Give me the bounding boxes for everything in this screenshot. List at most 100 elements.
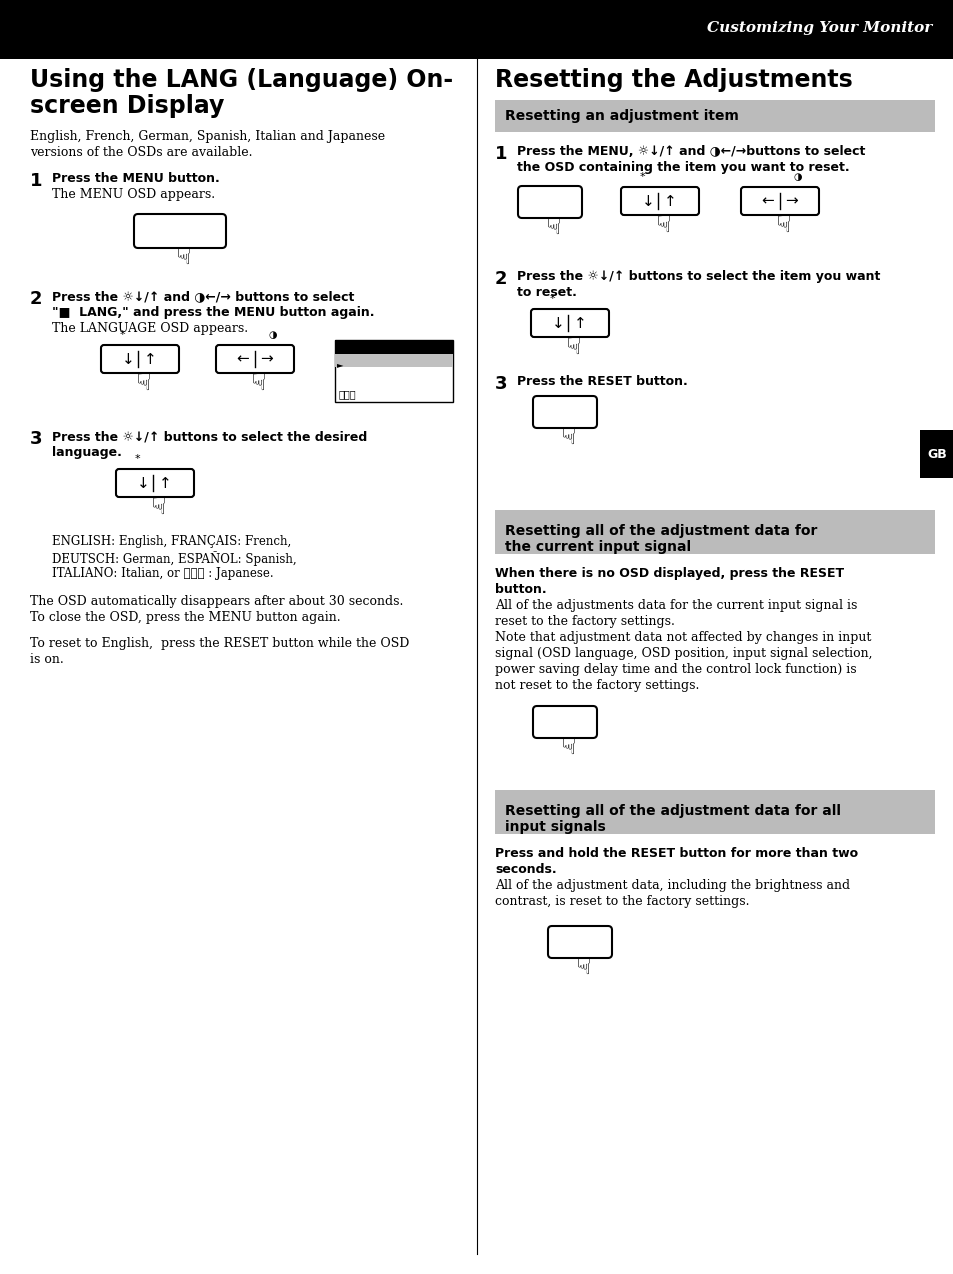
Text: Press the ☼↓/↑ buttons to select the item you want: Press the ☼↓/↑ buttons to select the ite…	[517, 270, 880, 283]
Text: ◑: ◑	[793, 172, 801, 182]
Text: Press the MENU button.: Press the MENU button.	[52, 172, 219, 185]
Text: ←: ←	[760, 194, 774, 209]
Text: Press the ☼↓/↑ buttons to select the desired: Press the ☼↓/↑ buttons to select the des…	[52, 431, 367, 443]
Text: →: →	[260, 352, 274, 367]
Bar	[0, 55, 953, 59]
Text: ►: ►	[336, 361, 343, 369]
Text: screen Display: screen Display	[30, 94, 224, 118]
Text: not reset to the factory settings.: not reset to the factory settings.	[495, 679, 699, 692]
Text: the OSD containing the item you want to reset.: the OSD containing the item you want to …	[517, 161, 849, 175]
FancyBboxPatch shape	[547, 926, 612, 958]
Text: 2: 2	[30, 290, 43, 308]
FancyBboxPatch shape	[133, 214, 226, 248]
Text: "■  LANG," and press the MENU button again.: "■ LANG," and press the MENU button agai…	[52, 306, 375, 318]
Text: 1: 1	[495, 145, 507, 163]
Bar	[495, 99, 934, 132]
Text: to reset.: to reset.	[517, 285, 577, 299]
Text: ITALIANO: Italian, or 日本語 : Japanese.: ITALIANO: Italian, or 日本語 : Japanese.	[52, 567, 274, 580]
Text: The LANGUAGE OSD appears.: The LANGUAGE OSD appears.	[52, 322, 248, 335]
Bar	[495, 510, 934, 554]
Text: seconds.: seconds.	[495, 862, 556, 877]
FancyBboxPatch shape	[533, 706, 597, 738]
Bar	[335, 354, 453, 367]
Text: DEUTSCH: German, ESPAÑOL: Spanish,: DEUTSCH: German, ESPAÑOL: Spanish,	[52, 550, 296, 566]
Text: versions of the OSDs are available.: versions of the OSDs are available.	[30, 147, 253, 159]
Text: ☞: ☞	[647, 214, 671, 236]
Text: To close the OSD, press the MENU button again.: To close the OSD, press the MENU button …	[30, 612, 340, 624]
Bar	[0, 0, 953, 55]
Text: 1: 1	[30, 172, 43, 190]
Text: power saving delay time and the control lock function) is: power saving delay time and the control …	[495, 662, 856, 676]
Text: →: →	[785, 194, 798, 209]
Text: ☞: ☞	[553, 426, 577, 447]
Text: the current input signal: the current input signal	[504, 540, 690, 554]
Text: ☞: ☞	[143, 496, 167, 517]
Text: Resetting an adjustment item: Resetting an adjustment item	[504, 110, 739, 124]
FancyBboxPatch shape	[531, 310, 608, 338]
Text: Resetting all of the adjustment data for: Resetting all of the adjustment data for	[504, 524, 817, 538]
FancyBboxPatch shape	[101, 345, 179, 373]
Text: 日本語: 日本語	[338, 389, 356, 399]
Text: language.: language.	[52, 446, 122, 459]
Text: ☞: ☞	[767, 214, 791, 236]
Text: ☞: ☞	[558, 336, 581, 357]
Text: ◑: ◑	[269, 330, 277, 340]
Text: *: *	[549, 294, 555, 304]
Text: The OSD automatically disappears after about 30 seconds.: The OSD automatically disappears after a…	[30, 595, 403, 608]
Text: Resetting all of the adjustment data for all: Resetting all of the adjustment data for…	[504, 804, 841, 818]
FancyBboxPatch shape	[740, 187, 818, 215]
Text: Press and hold the RESET button for more than two: Press and hold the RESET button for more…	[495, 847, 858, 860]
Text: ←: ←	[236, 352, 249, 367]
Text: Note that adjustment data not affected by changes in input: Note that adjustment data not affected b…	[495, 631, 870, 643]
Text: ENGLISH: English, FRANÇAIS: French,: ENGLISH: English, FRANÇAIS: French,	[52, 535, 291, 548]
Text: Using the LANG (Language) On-: Using the LANG (Language) On-	[30, 68, 453, 92]
Text: is on.: is on.	[30, 654, 64, 666]
FancyBboxPatch shape	[620, 187, 699, 215]
Text: Customizing Your Monitor: Customizing Your Monitor	[706, 20, 931, 34]
Text: ↓: ↓	[641, 194, 654, 209]
Text: ↑: ↑	[573, 316, 586, 330]
FancyBboxPatch shape	[215, 345, 294, 373]
Text: All of the adjustment data, including the brightness and: All of the adjustment data, including th…	[495, 879, 849, 892]
Text: 3: 3	[495, 375, 507, 392]
Text: All of the adjustments data for the current input signal is: All of the adjustments data for the curr…	[495, 599, 857, 612]
Text: *: *	[639, 172, 644, 182]
Text: 2: 2	[495, 270, 507, 288]
Text: ↑: ↑	[144, 352, 156, 367]
Text: The MENU OSD appears.: The MENU OSD appears.	[52, 189, 214, 201]
FancyBboxPatch shape	[517, 186, 581, 218]
Bar	[495, 790, 934, 834]
Text: ☞: ☞	[567, 956, 592, 977]
Text: Press the RESET button.: Press the RESET button.	[517, 375, 687, 389]
Text: input signals: input signals	[504, 820, 605, 834]
Text: ☞: ☞	[168, 246, 192, 268]
Bar	[919, 431, 953, 478]
Text: ↑: ↑	[663, 194, 676, 209]
Text: ☞: ☞	[553, 736, 577, 757]
Text: ↓: ↓	[551, 316, 564, 330]
Text: ↓: ↓	[136, 475, 150, 490]
Text: ↓: ↓	[121, 352, 134, 367]
Text: When there is no OSD displayed, press the RESET: When there is no OSD displayed, press th…	[495, 567, 843, 580]
Text: contrast, is reset to the factory settings.: contrast, is reset to the factory settin…	[495, 896, 749, 908]
FancyBboxPatch shape	[116, 469, 193, 497]
Text: Press the MENU, ☼↓/↑ and ◑←/→buttons to select: Press the MENU, ☼↓/↑ and ◑←/→buttons to …	[517, 145, 864, 158]
Text: reset to the factory settings.: reset to the factory settings.	[495, 615, 674, 628]
Text: Press the ☼↓/↑ and ◑←/→ buttons to select: Press the ☼↓/↑ and ◑←/→ buttons to selec…	[52, 290, 354, 303]
Bar	[335, 340, 453, 403]
Text: GB: GB	[926, 447, 946, 460]
Text: ☞: ☞	[128, 372, 152, 394]
Text: English, French, German, Spanish, Italian and Japanese: English, French, German, Spanish, Italia…	[30, 130, 385, 143]
Text: ☞: ☞	[537, 217, 561, 237]
Text: 3: 3	[30, 431, 43, 448]
Text: *: *	[134, 454, 140, 464]
Text: button.: button.	[495, 583, 546, 596]
Text: ☞: ☞	[243, 372, 267, 394]
Text: To reset to English,  press the RESET button while the OSD: To reset to English, press the RESET but…	[30, 637, 409, 650]
FancyBboxPatch shape	[533, 396, 597, 428]
Bar	[335, 340, 453, 354]
Text: Resetting the Adjustments: Resetting the Adjustments	[495, 68, 852, 92]
Text: signal (OSD language, OSD position, input signal selection,: signal (OSD language, OSD position, inpu…	[495, 647, 872, 660]
Text: ↑: ↑	[158, 475, 172, 490]
Text: *: *	[119, 330, 125, 340]
